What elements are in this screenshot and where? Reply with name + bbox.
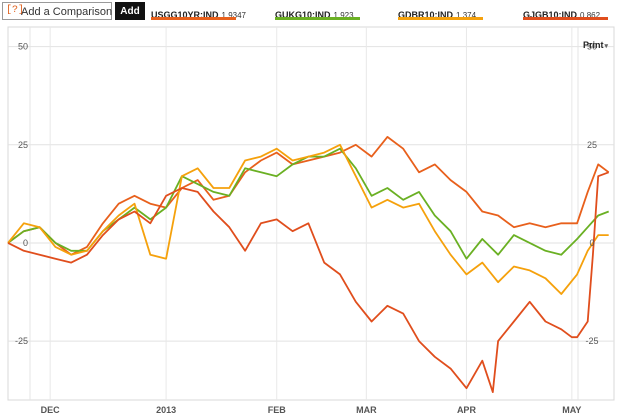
legend-item-usgg10yr[interactable]: USGG10YR:IND 1.9347	[151, 5, 246, 21]
y-tick-label-left: 0	[23, 238, 28, 248]
legend-color-bar	[275, 17, 360, 20]
y-tick-label-right: -25	[585, 336, 598, 346]
x-tick-label: 2013	[156, 405, 176, 415]
series-line	[7, 135, 610, 256]
x-tick-label: MAY	[562, 405, 581, 415]
legend-symbol: GUKG10:IND	[275, 10, 331, 20]
x-tick-label: MAR	[356, 405, 377, 415]
print-button[interactable]: Print	[583, 40, 608, 50]
legend-symbol: GDBR10:IND	[398, 10, 454, 20]
comparison-input-box: [?]	[2, 2, 113, 20]
legend-value: 1.923	[333, 11, 354, 20]
legend-item-gukg10[interactable]: GUKG10:IND 1.923	[275, 5, 360, 21]
add-comparison-button[interactable]: Add	[115, 2, 145, 20]
y-tick-label-left: 25	[18, 140, 28, 150]
legend-value: 0.862	[580, 11, 601, 20]
y-tick-label-left: 50	[18, 42, 28, 52]
legend-color-bar	[398, 17, 483, 20]
chart-series	[7, 135, 610, 394]
legend-item-gdbr10[interactable]: GDBR10:IND 1.374	[398, 5, 483, 21]
chart-grid	[7, 26, 615, 401]
comparison-help-link[interactable]: [?]	[6, 5, 25, 16]
x-tick-label: APR	[457, 405, 477, 415]
series-line	[7, 143, 609, 295]
legend-value: 1.9347	[221, 11, 246, 20]
legend-color-bar	[523, 17, 608, 20]
legend-value: 1.374	[456, 11, 477, 20]
x-tick-label: FEB	[268, 405, 287, 415]
plot-area-border	[7, 26, 615, 401]
x-tick-label: DEC	[41, 405, 61, 415]
legend-symbol: USGG10YR:IND	[151, 10, 219, 20]
y-tick-label-right: 25	[587, 140, 597, 150]
series-line	[7, 147, 610, 260]
legend-item-gjgb10[interactable]: GJGB10:IND 0.862	[523, 5, 608, 21]
comparison-input[interactable]	[21, 4, 113, 19]
y-tick-label-left: -25	[15, 336, 28, 346]
legend-symbol: GJGB10:IND	[523, 10, 578, 20]
legend-color-bar	[151, 17, 236, 20]
series-line	[7, 171, 610, 394]
y-tick-label-right: 0	[589, 238, 594, 248]
